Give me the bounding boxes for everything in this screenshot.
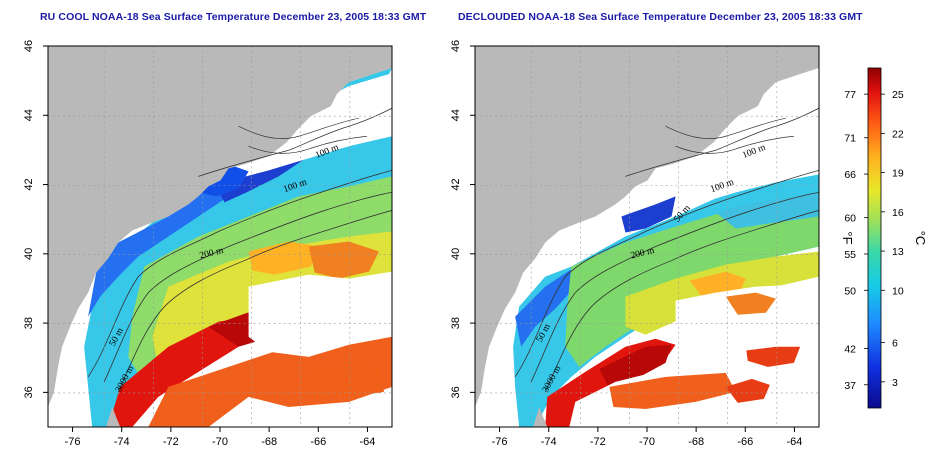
y-axis-left: 36 38 40 42 44 46: [23, 40, 48, 398]
fahrenheit-tick-label: 60: [844, 213, 856, 225]
celsius-tick-label: 10: [892, 285, 904, 297]
y-axis-right: 36 38 40 42 44 46: [450, 40, 475, 398]
x-tick-label: -74: [541, 436, 557, 448]
map-panel-right: 100 m 100 m 50 m 200 m 50 m 3000 m -76 -7…: [450, 40, 820, 448]
y-tick-label: 36: [450, 386, 462, 398]
fahrenheit-tick-label: 42: [844, 343, 856, 355]
x-axis-right: -76 -74 -72 -70 -68 -66 -64: [492, 427, 802, 448]
fahrenheit-tick-label: 55: [844, 249, 856, 261]
y-tick-label: 38: [450, 317, 462, 329]
celsius-unit-label: °C: [913, 231, 928, 246]
gridlines-left: [48, 46, 392, 427]
x-tick-label: -76: [492, 436, 508, 448]
y-tick-label: 44: [450, 109, 462, 121]
celsius-tick-label: 25: [892, 89, 904, 101]
x-tick-label: -68: [688, 436, 704, 448]
y-tick-label: 40: [23, 248, 35, 260]
x-tick-label: -72: [163, 436, 179, 448]
y-tick-label: 42: [450, 178, 462, 190]
fahrenheit-tick-label: 50: [844, 285, 856, 297]
fahrenheit-tick-label: 71: [844, 133, 856, 145]
fahrenheit-unit-label: °F: [840, 231, 855, 244]
y-tick-label: 44: [23, 109, 35, 121]
map-panel-left: 100 m 100 m 200 m 50 m 3000 m -76 -74 -72-…: [23, 40, 393, 448]
y-tick-label: 40: [450, 248, 462, 260]
colorbar: 77 71 66 60 55 50 42 37 25 22 19 16 13 10 6 3 °F °C: [840, 67, 928, 409]
colorbar-gradient: [867, 67, 882, 409]
celsius-tick-label: 13: [892, 246, 904, 258]
x-tick-label: -70: [639, 436, 655, 448]
y-tick-label: 42: [23, 178, 35, 190]
y-tick-label: 46: [23, 40, 35, 52]
map-plot-area-right: 100 m 100 m 50 m 200 m 50 m 3000 m: [475, 46, 819, 427]
colorbar-fahrenheit-ticks: 77 71 66 60 55 50 42 37: [844, 89, 868, 392]
x-tick-label: -66: [310, 436, 326, 448]
x-tick-label: -64: [786, 436, 802, 448]
colorbar-celsius-ticks: 25 22 19 16 13 10 6 3: [881, 89, 904, 389]
x-tick-label: -70: [212, 436, 228, 448]
celsius-tick-label: 22: [892, 128, 904, 140]
x-tick-label: -68: [261, 436, 277, 448]
celsius-tick-label: 19: [892, 168, 904, 180]
map-plot-area-left: 100 m 100 m 200 m 50 m 3000 m: [48, 46, 392, 427]
fahrenheit-tick-label: 77: [844, 89, 856, 101]
fahrenheit-tick-label: 66: [844, 169, 856, 181]
y-tick-label: 46: [450, 40, 462, 52]
x-tick-label: -64: [359, 436, 375, 448]
celsius-tick-label: 3: [892, 377, 898, 389]
celsius-tick-label: 6: [892, 338, 898, 350]
fahrenheit-tick-label: 37: [844, 380, 856, 392]
map-title-left: RU COOL NOAA-18 Sea Surface Temperature …: [40, 11, 427, 23]
x-tick-label: -72: [590, 436, 606, 448]
x-tick-label: -66: [737, 436, 753, 448]
y-tick-label: 38: [23, 317, 35, 329]
x-tick-label: -76: [65, 436, 81, 448]
x-axis-left: -76 -74 -72 -70 -68 -66 -64: [65, 427, 375, 448]
gridlines-right: [475, 46, 819, 427]
y-tick-label: 36: [23, 386, 35, 398]
x-tick-label: -74: [114, 436, 130, 448]
celsius-tick-label: 16: [892, 207, 904, 219]
map-title-right: DECLOUDED NOAA-18 Sea Surface Temperatur…: [458, 11, 863, 23]
